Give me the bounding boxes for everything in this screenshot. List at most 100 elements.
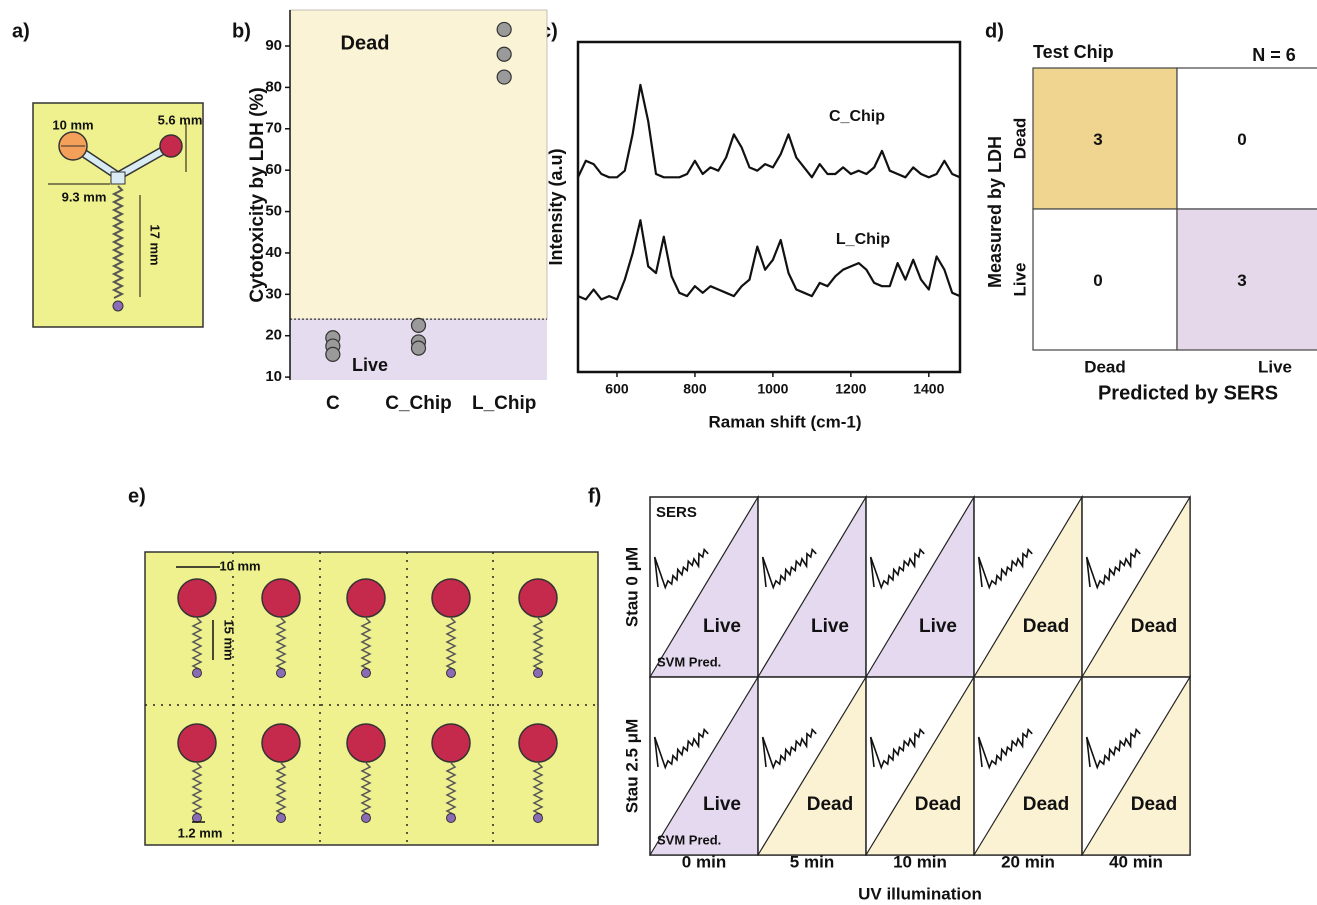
row-label: Live xyxy=(1010,262,1029,296)
panel-a: 10 mm 5.6 mm 9.3 mm 17 mm xyxy=(33,103,203,327)
y-tick-label: 20 xyxy=(265,327,282,344)
series-label: L_Chip xyxy=(836,231,890,248)
outlet xyxy=(193,814,202,823)
cell-value: 3 xyxy=(1237,271,1246,290)
x-tick-label: L_Chip xyxy=(472,393,536,414)
prediction-label: Dead xyxy=(1131,616,1177,637)
prediction-label: Dead xyxy=(807,794,853,815)
row-label: Dead xyxy=(1010,118,1029,160)
column-label: 40 min xyxy=(1109,852,1163,871)
well xyxy=(432,579,470,617)
outlet xyxy=(534,814,543,823)
point xyxy=(497,70,511,84)
well xyxy=(519,579,557,617)
prediction-label: Dead xyxy=(1023,616,1069,637)
spectrum-line xyxy=(578,85,960,177)
panel-label: d) xyxy=(985,20,1004,42)
matrix-cell xyxy=(1033,68,1177,209)
panel-label: e) xyxy=(128,485,146,507)
panel-e: 10 mm 15 mm 1.2 mm xyxy=(145,552,598,845)
well xyxy=(262,724,300,762)
dim-label: 9.3 mm xyxy=(62,189,107,204)
point xyxy=(412,341,426,355)
outlet xyxy=(362,814,371,823)
annotation: N = 6 xyxy=(1252,45,1296,65)
point xyxy=(412,318,426,332)
well xyxy=(519,724,557,762)
point xyxy=(497,47,511,61)
cell-value: 0 xyxy=(1237,130,1246,149)
sers-label: SERS xyxy=(656,504,697,521)
column-label: 20 min xyxy=(1001,852,1055,871)
x-tick-label: 1000 xyxy=(757,381,788,397)
column-label: 0 min xyxy=(682,852,726,871)
well xyxy=(347,724,385,762)
point xyxy=(497,22,511,36)
well xyxy=(178,579,216,617)
column-label: 5 min xyxy=(790,852,834,871)
matrix-cell xyxy=(1033,209,1177,350)
prediction-label: Live xyxy=(703,616,741,637)
prediction-label: Dead xyxy=(1023,794,1069,815)
prediction-label: Live xyxy=(919,616,957,637)
outlet xyxy=(193,669,202,678)
spectrum-line xyxy=(578,220,960,299)
row-label: Stau 2.5 μM xyxy=(622,719,641,813)
cell-value: 0 xyxy=(1093,271,1102,290)
point xyxy=(326,347,340,361)
plot-frame xyxy=(578,42,960,372)
y-axis-label: Measured by LDH xyxy=(985,136,1005,288)
x-axis-label: Raman shift (cm-1) xyxy=(708,412,861,431)
well xyxy=(432,724,470,762)
dim-label: 15 mm xyxy=(222,619,237,660)
column-label: Dead xyxy=(1084,357,1126,376)
annotation: Live xyxy=(352,355,388,375)
panel-label: b) xyxy=(232,20,251,42)
outlet xyxy=(362,669,371,678)
prediction-label: Dead xyxy=(915,794,961,815)
annotation: Dead xyxy=(341,32,390,54)
prediction-label: Live xyxy=(811,616,849,637)
svm-label: SVM Pred. xyxy=(657,654,721,669)
well xyxy=(347,579,385,617)
svm-label: SVM Pred. xyxy=(657,832,721,847)
x-tick-label: 600 xyxy=(605,381,629,397)
x-tick-label: C xyxy=(326,393,340,414)
cell-value: 3 xyxy=(1093,130,1102,149)
y-axis-label: Cytotoxicity by LDH (%) xyxy=(247,87,268,302)
dim-label: 10 mm xyxy=(219,558,260,573)
column-label: Live xyxy=(1258,357,1292,376)
column-label: 10 min xyxy=(893,852,947,871)
outlet xyxy=(534,669,543,678)
dim-label: 5.6 mm xyxy=(158,112,203,127)
y-axis-label: Intensity (a.u) xyxy=(546,148,566,265)
x-tick-label: 1200 xyxy=(835,381,866,397)
outlet xyxy=(447,814,456,823)
outlet xyxy=(113,301,123,311)
dim-label: 1.2 mm xyxy=(178,825,223,840)
outlet xyxy=(277,814,286,823)
dim-label: 10 mm xyxy=(52,117,93,132)
panel-label: a) xyxy=(12,20,30,42)
dim-label: 17 mm xyxy=(148,224,163,265)
chart-title: Test Chip xyxy=(1033,42,1114,62)
x-tick-label: 800 xyxy=(683,381,707,397)
y-tick-label: 90 xyxy=(265,37,282,54)
outlet xyxy=(447,669,456,678)
matrix-cell xyxy=(1177,68,1317,209)
prediction-label: Dead xyxy=(1131,794,1177,815)
x-axis-label: Predicted by SERS xyxy=(1098,382,1278,404)
outlet xyxy=(277,669,286,678)
matrix-cell xyxy=(1177,209,1317,350)
well xyxy=(178,724,216,762)
row-label: Stau 0 μM xyxy=(622,547,641,627)
panel-label: f) xyxy=(588,485,601,507)
well xyxy=(262,579,300,617)
x-tick-label: C_Chip xyxy=(385,393,452,414)
series-label: C_Chip xyxy=(829,108,885,125)
prediction-label: Live xyxy=(703,794,741,815)
y-tick-label: 10 xyxy=(265,368,282,385)
junction xyxy=(111,172,125,184)
x-tick-label: 1400 xyxy=(913,381,944,397)
